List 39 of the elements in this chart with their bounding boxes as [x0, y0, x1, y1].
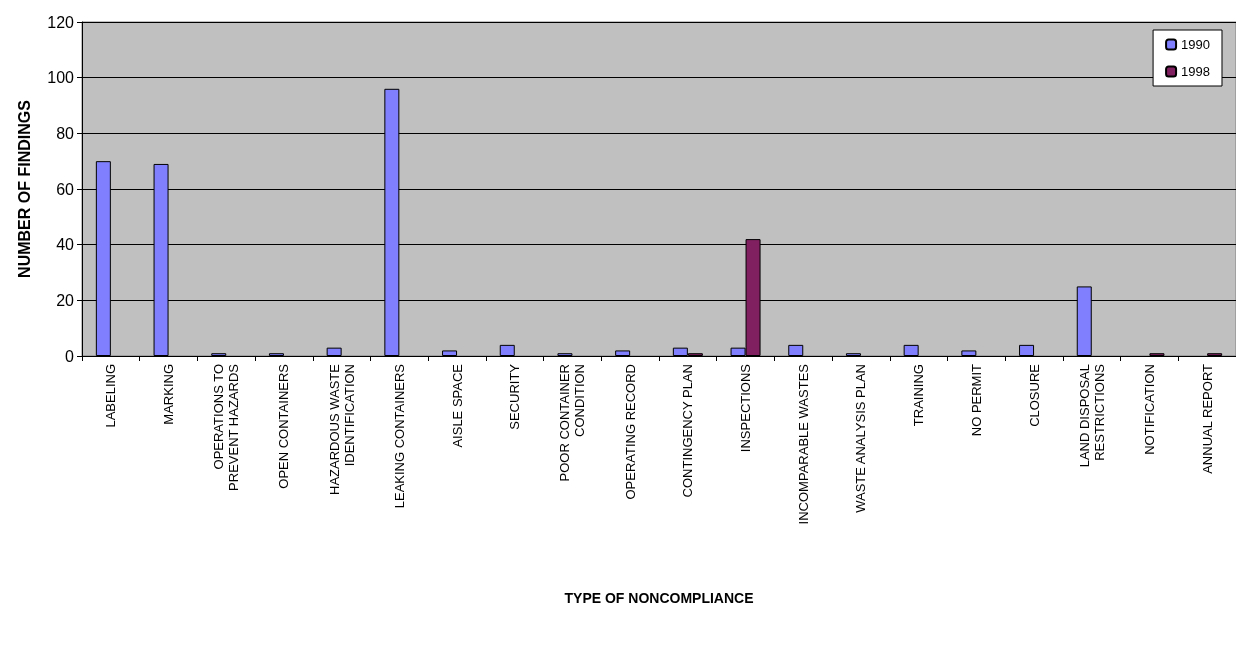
y-tick-label: 80: [56, 124, 75, 142]
x-tick-label: OPEN CONTAINERS: [276, 363, 292, 489]
bar: [326, 347, 342, 356]
bar: [615, 350, 631, 356]
y-axis-title: NUMBER OF FINDINGS: [15, 99, 33, 278]
x-tick-label: POOR CONTAINER CONDITION: [557, 364, 588, 482]
bar: [1019, 344, 1035, 356]
x-tick-label: INCOMPARABLE WASTES: [795, 363, 811, 525]
x-tick-label: OPERATING RECORD: [622, 364, 638, 500]
x-axis-title: TYPE OF NONCOMPLIANCE: [564, 590, 754, 606]
x-tick-label: HAZARDOUS WASTE IDENTIFICATION: [326, 363, 357, 495]
x-tick-label: MARKING: [161, 364, 177, 425]
y-tick-label: 20: [56, 291, 75, 309]
legend-label: 1998: [1181, 64, 1210, 79]
bar: [903, 344, 919, 356]
x-tick-label: LEAKING CONTAINERS: [391, 363, 407, 509]
y-tick-label: 40: [56, 236, 75, 254]
y-tick-label: 100: [47, 69, 75, 87]
y-tick-label: 120: [47, 13, 75, 31]
x-tick-label: AISLE SPACE: [449, 363, 465, 448]
x-tick-label: WASTE ANALYSIS PLAN: [853, 364, 869, 513]
legend-label: 1990: [1181, 37, 1210, 52]
x-tick-label: ANNUAL REPORT: [1199, 363, 1215, 474]
x-tick-label: LAND DISPOSAL RESTRICTIONS: [1076, 363, 1107, 468]
x-tick-label: LABELING: [103, 364, 119, 428]
bar: [788, 344, 804, 356]
x-tick-label: INSPECTIONS: [738, 363, 754, 453]
x-tick-label: OPERATIONS TO PREVENT HAZARDS: [211, 363, 242, 491]
x-tick-label: NOTIFICATION: [1141, 364, 1157, 455]
x-tick-label: CLOSURE: [1026, 363, 1042, 427]
x-tick-label: TRAINING: [911, 364, 927, 427]
bar: [442, 350, 458, 356]
x-tick-label: SECURITY: [507, 363, 523, 430]
x-tick-label: NO PERMIT: [968, 363, 984, 437]
y-tick-label: 0: [65, 347, 75, 365]
bar: [499, 344, 515, 356]
bar: [961, 350, 977, 356]
x-tick-label: CONTINGENCY PLAN: [680, 364, 696, 498]
y-tick-label: 60: [56, 180, 75, 198]
